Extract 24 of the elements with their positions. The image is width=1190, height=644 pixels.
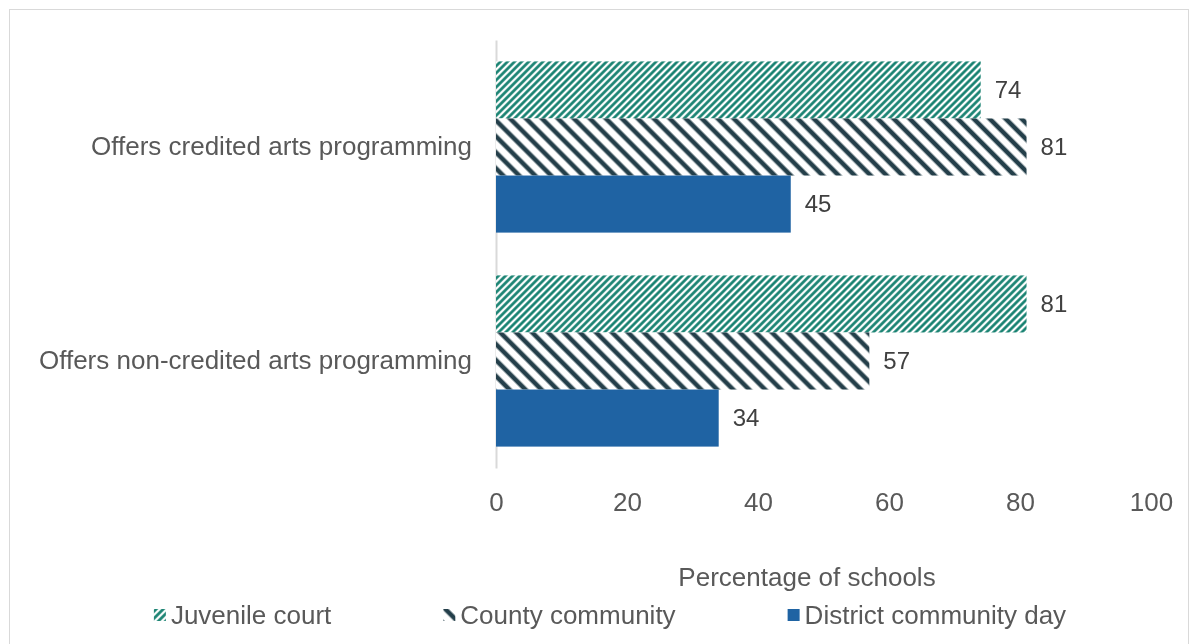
y-tick-label: Offers credited arts programming [91,131,472,162]
x-tick-label: 20 [613,487,642,518]
bar [496,61,981,119]
data-label: 81 [1040,133,1068,161]
data-label: 45 [804,190,832,218]
x-tick-label: 100 [1129,487,1174,518]
x-tick-label: 60 [875,487,904,518]
data-label: 57 [883,347,911,375]
x-tick-label: 80 [1006,487,1035,518]
data-label: 74 [994,76,1022,104]
bar [496,175,791,233]
x-axis-title: Percentage of schools [678,562,936,593]
data-label: 34 [732,404,760,432]
data-label: 81 [1040,290,1068,318]
legend-label: District community day [804,600,1067,631]
bar [496,118,1027,176]
bar [496,389,719,447]
legend-label: Juvenile court [170,600,333,631]
bar [496,332,870,390]
x-tick-label: 40 [744,487,773,518]
x-tick-label: 0 [489,487,504,518]
bar [496,275,1027,333]
y-tick-label: Offers non-credited arts programming [38,345,472,376]
legend-label: County community [460,600,676,631]
